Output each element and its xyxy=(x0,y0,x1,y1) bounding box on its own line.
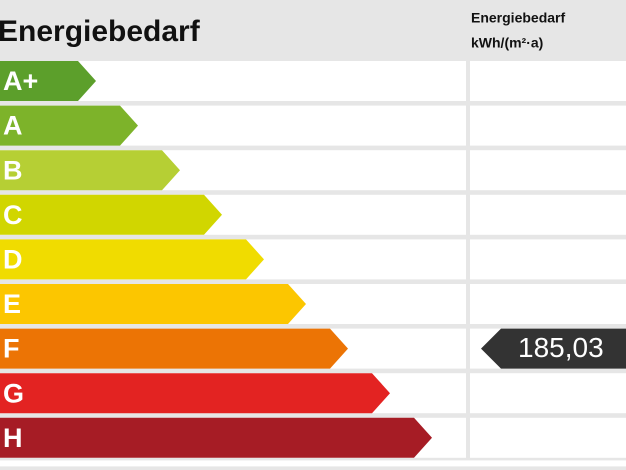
class-label: F xyxy=(3,334,20,364)
class-label: A+ xyxy=(3,66,38,96)
class-label: E xyxy=(3,289,21,319)
class-label: A xyxy=(3,111,23,141)
value-cell xyxy=(470,417,626,458)
class-arrow xyxy=(0,417,432,458)
bottom-strip xyxy=(0,460,626,467)
class-arrow xyxy=(0,328,348,369)
value-cell xyxy=(470,284,626,324)
class-label: D xyxy=(3,245,23,275)
class-label: C xyxy=(3,200,23,230)
class-label: H xyxy=(3,423,23,453)
class-label: G xyxy=(3,378,24,408)
value-pointer xyxy=(481,328,626,369)
class-arrow xyxy=(0,239,264,280)
class-arrow xyxy=(0,150,180,191)
class-label: B xyxy=(3,155,23,185)
value-cell xyxy=(470,373,626,414)
title: Energiebedarf xyxy=(0,15,201,48)
value-label: 185,03 xyxy=(518,332,604,363)
value-cell xyxy=(470,61,626,101)
class-arrow xyxy=(0,61,96,101)
class-arrow xyxy=(0,105,138,146)
column-title: Energiebedarf xyxy=(471,10,565,26)
value-cell xyxy=(470,150,626,191)
class-arrow xyxy=(0,194,222,235)
class-arrow xyxy=(0,373,390,414)
value-cell xyxy=(470,105,626,146)
column-unit: kWh/(m²·a) xyxy=(471,35,543,51)
class-arrow xyxy=(0,284,306,324)
value-cell xyxy=(470,194,626,235)
value-cell xyxy=(470,239,626,280)
